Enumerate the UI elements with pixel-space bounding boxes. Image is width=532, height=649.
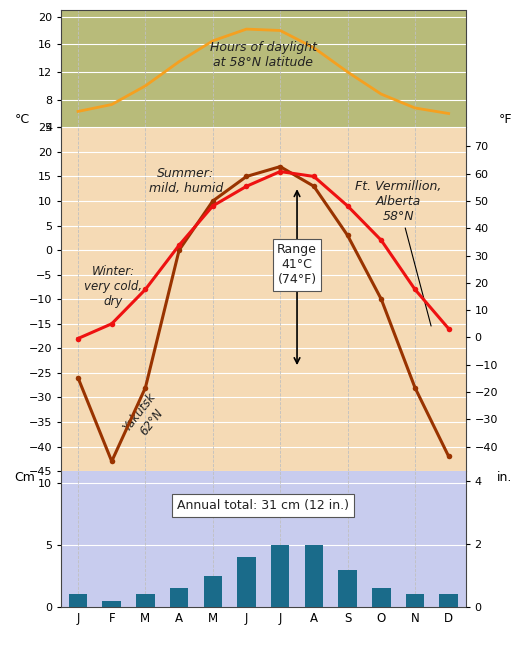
Bar (372, 588, 390, 607)
Text: Ft. Vermillion,
Alberta
58°N: Ft. Vermillion, Alberta 58°N (355, 180, 442, 326)
Text: Annual total: 31 cm (12 in.): Annual total: 31 cm (12 in.) (177, 499, 350, 512)
Bar (305, 545, 323, 607)
Text: Yakutsk
62°N: Yakutsk 62°N (121, 391, 170, 443)
Bar (103, 600, 121, 607)
Text: Summer:
mild, humid: Summer: mild, humid (149, 167, 223, 195)
Text: Hours of daylight
at 58°N latitude: Hours of daylight at 58°N latitude (210, 41, 317, 69)
Text: Range
41°C
(74°F): Range 41°C (74°F) (277, 243, 317, 286)
Text: Cm: Cm (15, 471, 36, 484)
Bar (271, 545, 289, 607)
Bar (170, 588, 188, 607)
Text: in.: in. (496, 471, 512, 484)
Text: °C: °C (15, 113, 30, 126)
Bar (439, 594, 458, 607)
Bar (406, 594, 424, 607)
Bar (237, 557, 256, 607)
Bar (69, 594, 87, 607)
Bar (136, 594, 155, 607)
Bar (338, 570, 357, 607)
Text: °F: °F (498, 113, 512, 126)
Text: Winter:
very cold,
dry: Winter: very cold, dry (85, 265, 143, 308)
Bar (204, 576, 222, 607)
